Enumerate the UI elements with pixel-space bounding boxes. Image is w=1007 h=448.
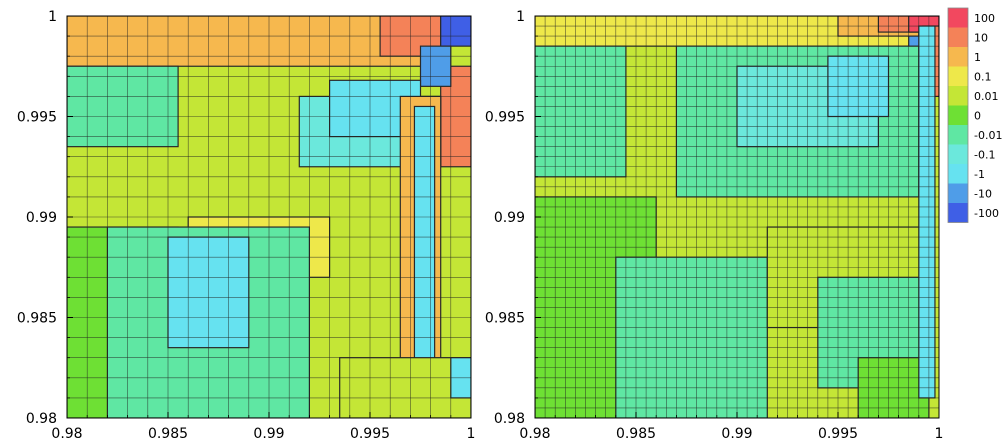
colorbar-label: -1 <box>974 168 985 181</box>
colorbar-swatch <box>948 47 968 67</box>
y-tick-label: 0.98 <box>494 411 525 427</box>
y-tick-label: 0.995 <box>485 110 525 126</box>
colorbar-swatch <box>948 66 968 86</box>
y-tick-label: 0.99 <box>26 210 57 226</box>
contour-region--100 <box>440 16 471 47</box>
y-tick-label: 0.985 <box>485 311 525 327</box>
left-contour-panel: 0.98 0.985 0.99 0.995 1 0.98 0.985 0.99 0.995 1 <box>17 9 476 442</box>
colorbar-label: 10 <box>974 32 988 45</box>
mesh-grid <box>67 16 471 418</box>
x-tick-label: 1 <box>467 426 476 442</box>
colorbar-label: -0.1 <box>974 149 995 162</box>
colorbar-swatch <box>948 125 968 145</box>
contour-region--10 <box>419 45 452 87</box>
y-tick-label: 0.985 <box>17 311 57 327</box>
x-tick-label: 1 <box>935 426 944 442</box>
y-tick-label: 0.99 <box>494 210 525 226</box>
x-tick-label: 0.985 <box>148 426 188 442</box>
x-tick-label: 0.985 <box>616 426 656 442</box>
x-tick-label: 0.99 <box>721 426 752 442</box>
colorbar-label: 0.01 <box>974 90 999 103</box>
colorbar-swatch <box>948 27 968 47</box>
contour-region--1 <box>918 25 936 399</box>
colorbar-label: 100 <box>974 12 995 25</box>
y-tick-label: 1 <box>516 9 525 25</box>
colorbar-swatch <box>948 183 968 203</box>
colorbar-label: 0.1 <box>974 71 992 84</box>
contour-region--0p01 <box>535 45 627 178</box>
colorbar-swatch <box>948 86 968 106</box>
x-tick-label: 0.99 <box>253 426 284 442</box>
colorbar-label: 0 <box>974 110 981 123</box>
colorbar-swatch <box>948 144 968 164</box>
x-tick-label: 0.98 <box>51 426 82 442</box>
x-tick-label: 0.98 <box>519 426 550 442</box>
colorbar-legend: 100 10 1 0.1 0.01 0 -0.01 -0.1 -1 -10 -100 <box>947 7 1002 223</box>
colorbar-label: -0.01 <box>974 129 1002 142</box>
contour-region--0p01 <box>67 65 179 148</box>
colorbar-swatch <box>948 164 968 184</box>
x-tick-label: 0.995 <box>818 426 858 442</box>
colorbar-swatch <box>948 105 968 125</box>
colorbar-swatch <box>948 203 968 223</box>
x-tick-label: 0.995 <box>350 426 390 442</box>
colorbar-label: -100 <box>974 207 999 220</box>
y-tick-label: 1 <box>48 9 57 25</box>
colorbar-label: -10 <box>974 188 992 201</box>
colorbar-swatch <box>948 8 968 28</box>
y-tick-label: 0.995 <box>17 110 57 126</box>
mesh-grid <box>535 16 939 418</box>
right-contour-panel: 0.98 0.985 0.99 0.995 1 0.98 0.985 0.99 0.995 1 <box>485 9 944 442</box>
contour-region--1 <box>413 105 436 379</box>
y-tick-label: 0.98 <box>26 411 57 427</box>
colorbar-label: 1 <box>974 51 981 64</box>
